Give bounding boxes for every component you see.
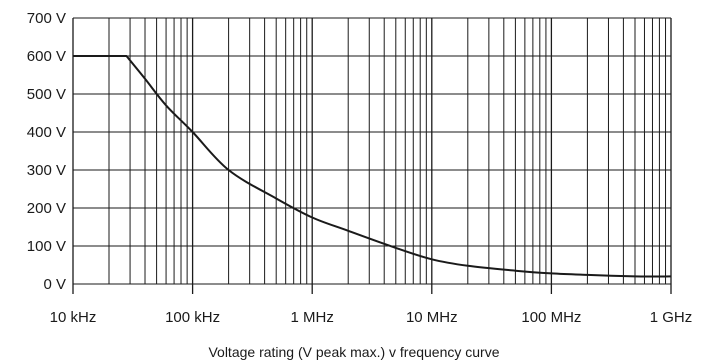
x-tick-label: 100 kHz <box>165 309 220 326</box>
series-layer <box>73 55 672 278</box>
y-tick-label: 200 V <box>27 200 66 217</box>
y-tick-label: 600 V <box>27 48 66 65</box>
y-tick-label: 700 V <box>27 10 66 27</box>
y-tick-label: 300 V <box>27 162 66 179</box>
grid <box>72 17 672 285</box>
series-line <box>73 55 672 278</box>
x-axis-label: Voltage rating (V peak max.) v frequency… <box>208 344 499 360</box>
y-tick-label: 100 V <box>27 238 66 255</box>
y-tick-label: 500 V <box>27 86 66 103</box>
y-tick-label: 400 V <box>27 124 66 141</box>
y-tick-label: 0 V <box>43 276 66 293</box>
x-tick-label: 10 MHz <box>406 309 458 326</box>
tick-labels: 10 kHz 100 kHz 1 MHz 10 MHz 100 MHz 1 GHz 0 V 1… <box>27 10 692 326</box>
x-tick-label: 100 MHz <box>521 309 581 326</box>
x-tick-label: 10 kHz <box>50 309 97 326</box>
x-tick-label: 1 MHz <box>291 309 334 326</box>
x-tick-label: 1 GHz <box>650 309 693 326</box>
axes <box>72 284 672 294</box>
